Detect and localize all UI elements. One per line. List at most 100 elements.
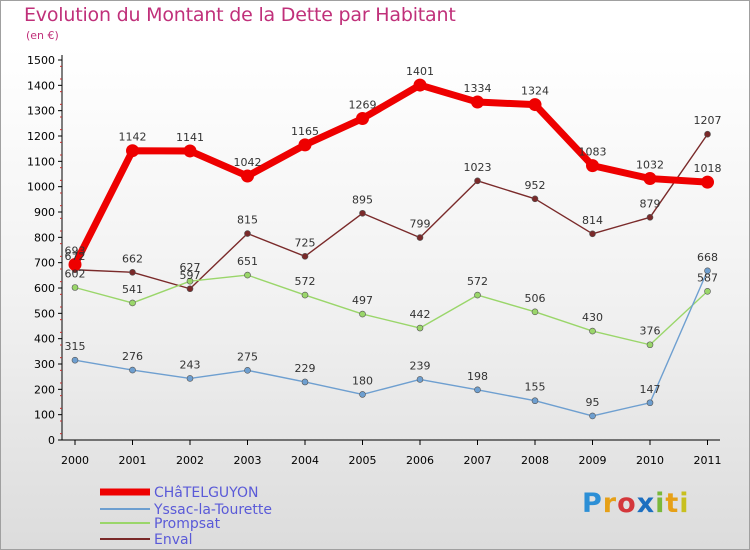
data-label: 651 bbox=[237, 255, 258, 268]
x-tick-label: 2005 bbox=[349, 454, 377, 467]
data-point bbox=[643, 172, 657, 186]
data-label: 430 bbox=[582, 311, 603, 324]
chart-title: Evolution du Montant de la Dette par Hab… bbox=[24, 4, 456, 26]
data-label: 506 bbox=[525, 292, 546, 305]
x-tick-label: 2010 bbox=[636, 454, 664, 467]
data-point bbox=[531, 308, 539, 316]
data-point bbox=[646, 399, 654, 407]
y-tick-label: 1400 bbox=[27, 79, 55, 92]
data-point bbox=[586, 159, 599, 173]
series-line-0 bbox=[71, 81, 711, 268]
data-point bbox=[474, 177, 481, 185]
data-label: 597 bbox=[180, 269, 201, 282]
y-tick-label: 0 bbox=[48, 434, 55, 447]
data-point bbox=[704, 130, 711, 138]
data-label: 672 bbox=[65, 250, 86, 263]
data-label: 1269 bbox=[349, 99, 377, 112]
data-point bbox=[413, 78, 427, 92]
data-label: 1324 bbox=[521, 85, 549, 98]
x-tick-label: 2007 bbox=[464, 454, 492, 467]
data-point bbox=[531, 195, 539, 203]
data-label: 1141 bbox=[176, 131, 204, 144]
y-tick-label: 1500 bbox=[27, 54, 55, 67]
data-label: 668 bbox=[697, 251, 718, 264]
data-label: 198 bbox=[467, 370, 488, 383]
series-line-1 bbox=[74, 270, 709, 417]
y-tick-label: 300 bbox=[34, 358, 55, 371]
data-label: 1018 bbox=[694, 162, 722, 175]
data-point bbox=[416, 324, 424, 332]
data-point bbox=[474, 386, 481, 394]
data-point bbox=[241, 169, 254, 183]
data-point bbox=[298, 138, 312, 152]
data-label: 275 bbox=[237, 350, 258, 363]
x-tick-label: 2000 bbox=[61, 454, 89, 467]
data-point bbox=[474, 291, 481, 299]
data-label: 693 bbox=[65, 244, 86, 257]
data-label: 879 bbox=[640, 197, 661, 210]
y-tick-label: 1000 bbox=[27, 181, 55, 194]
legend-label: Yssac-la-Tourette bbox=[153, 502, 272, 518]
legend-label: Prompsat bbox=[154, 516, 221, 532]
data-label: 602 bbox=[65, 267, 86, 280]
data-label: 1334 bbox=[464, 82, 492, 95]
data-label: 239 bbox=[410, 359, 431, 372]
data-point bbox=[646, 214, 654, 221]
data-point bbox=[126, 144, 139, 158]
data-label: 1083 bbox=[579, 146, 607, 159]
y-tick-label: 500 bbox=[34, 307, 55, 320]
data-label: 276 bbox=[122, 350, 143, 363]
x-tick-label: 2011 bbox=[694, 454, 722, 467]
data-label: 587 bbox=[697, 271, 718, 284]
data-point bbox=[129, 268, 136, 276]
y-tick-label: 100 bbox=[34, 409, 55, 422]
data-point bbox=[646, 341, 654, 349]
x-tick-label: 2006 bbox=[406, 454, 434, 467]
data-point bbox=[186, 375, 194, 382]
data-label: 315 bbox=[65, 340, 86, 353]
data-label: 95 bbox=[586, 396, 600, 409]
data-label: 814 bbox=[582, 214, 603, 227]
y-tick-label: 800 bbox=[34, 231, 55, 244]
data-point bbox=[704, 267, 711, 275]
x-tick-label: 2008 bbox=[521, 454, 549, 467]
chart-unit-label: (en €) bbox=[26, 29, 59, 42]
data-label: 1207 bbox=[694, 114, 722, 127]
data-point bbox=[359, 310, 366, 318]
data-point bbox=[704, 287, 711, 295]
data-label: 497 bbox=[352, 294, 373, 307]
data-label: 1023 bbox=[464, 161, 492, 174]
y-tick-label: 900 bbox=[34, 206, 55, 219]
data-point bbox=[244, 271, 251, 279]
y-tick-label: 400 bbox=[34, 333, 55, 346]
data-label: 952 bbox=[525, 179, 546, 192]
data-point bbox=[416, 234, 424, 241]
y-tick-label: 1300 bbox=[27, 105, 55, 118]
data-point bbox=[71, 284, 79, 291]
x-tick-label: 2009 bbox=[579, 454, 607, 467]
series-line-3 bbox=[74, 133, 709, 290]
y-tick-label: 1200 bbox=[27, 130, 55, 143]
data-point bbox=[359, 209, 366, 217]
data-point bbox=[129, 299, 136, 307]
data-label: 799 bbox=[410, 218, 431, 231]
data-point bbox=[531, 397, 539, 405]
data-point bbox=[183, 144, 197, 158]
series-line-2 bbox=[74, 274, 709, 346]
data-point bbox=[301, 291, 309, 299]
data-point bbox=[186, 285, 194, 293]
data-point bbox=[129, 366, 136, 374]
data-label: 147 bbox=[640, 383, 661, 396]
x-tick-label: 2003 bbox=[234, 454, 262, 467]
data-point bbox=[359, 391, 366, 398]
data-label: 155 bbox=[525, 381, 546, 394]
data-label: 243 bbox=[180, 358, 201, 371]
data-label: 895 bbox=[352, 193, 373, 206]
data-point bbox=[68, 257, 82, 271]
data-label: 815 bbox=[237, 214, 258, 227]
data-label: 572 bbox=[467, 275, 488, 288]
y-tick-label: 1100 bbox=[27, 155, 55, 168]
data-label: 1142 bbox=[119, 131, 147, 144]
data-label: 627 bbox=[180, 261, 201, 274]
